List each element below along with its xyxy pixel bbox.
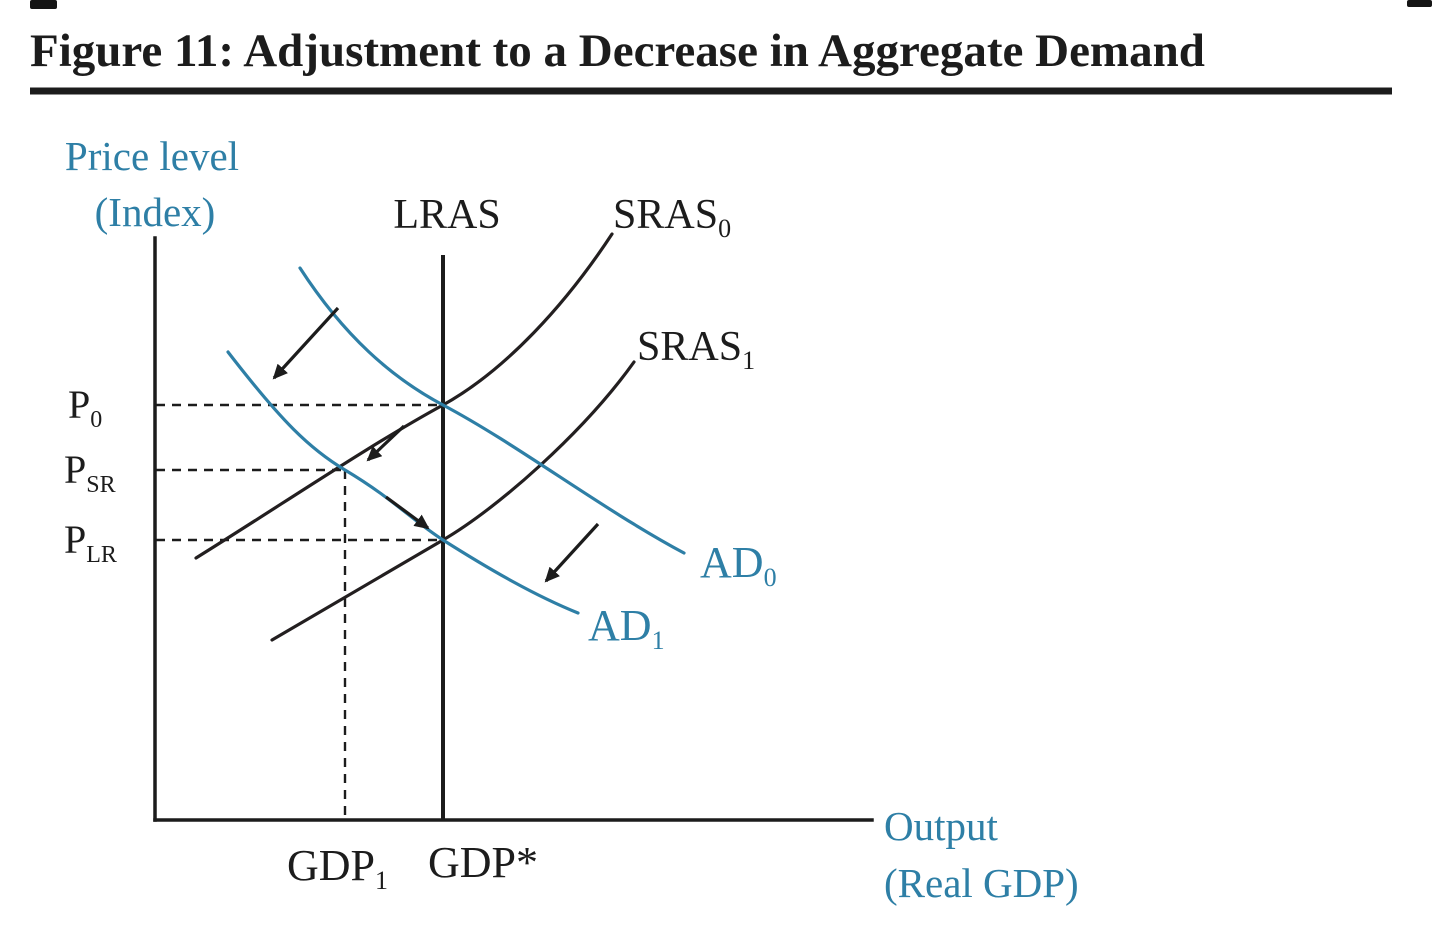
sras0-label-sub: 0 — [718, 214, 731, 243]
adjustment-arrow-to-lr — [385, 495, 430, 530]
plr-label-sub: LR — [86, 542, 117, 568]
scan-artifact-left — [30, 0, 57, 9]
x-axis-label-line1: Output — [884, 803, 999, 849]
sras1-label-sub: 1 — [742, 346, 755, 375]
sras0-label-base: SRAS — [613, 192, 718, 238]
ad-shift-arrow-upper — [272, 306, 340, 380]
ad0-label-sub: 0 — [764, 563, 777, 592]
sras0-label: SRAS0 — [613, 192, 731, 243]
gdp1-label-base: GDP — [287, 841, 375, 890]
ad0-label-base: AD — [700, 538, 764, 587]
plr-label-base: P — [64, 517, 86, 562]
gdp1-label: GDP1 — [287, 841, 388, 895]
ad0-label: AD0 — [700, 538, 777, 592]
x-axis-label-line2: (Real GDP) — [884, 860, 1079, 906]
gdp-star-label: GDP* — [428, 838, 538, 887]
scan-artifact-right — [1407, 0, 1432, 7]
gdp1-label-sub: 1 — [375, 866, 388, 895]
adjustment-arrow-to-sr — [366, 424, 406, 462]
sras1-label-base: SRAS — [637, 324, 742, 370]
sras1-label: SRAS1 — [637, 324, 755, 375]
lras-label: LRAS — [393, 192, 500, 238]
plr-label: PLR — [64, 517, 117, 568]
ad1-label-base: AD — [588, 601, 652, 650]
y-axis-label-line1: Price level — [65, 133, 239, 179]
ad-shift-arrow-lower — [544, 522, 600, 583]
psr-label-sub: SR — [86, 472, 115, 498]
ad1-label-sub: 1 — [652, 626, 665, 655]
ad1-curve — [226, 350, 580, 615]
y-axis-label-line2: (Index) — [95, 189, 216, 235]
p0-label: P0 — [68, 382, 102, 433]
sras1-curve — [270, 360, 636, 642]
psr-label: PSR — [64, 447, 116, 498]
ad1-label: AD1 — [588, 601, 665, 655]
ad0-curve — [298, 266, 686, 555]
psr-label-base: P — [64, 447, 86, 492]
figure-title: Figure 11: Adjustment to a Decrease in A… — [30, 25, 1205, 77]
p0-label-base: P — [68, 382, 90, 427]
p0-label-sub: 0 — [90, 407, 102, 433]
